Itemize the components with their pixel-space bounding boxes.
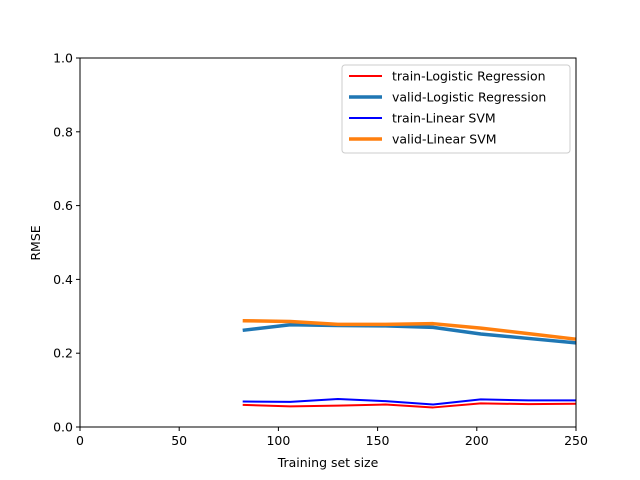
y-tick-label: 0.2 — [53, 346, 73, 361]
legend-label: train-Logistic Regression — [392, 69, 546, 84]
x-tick-label: 150 — [366, 433, 390, 448]
series-line-1 — [242, 323, 577, 345]
legend-box — [341, 64, 571, 154]
x-tick-label: 0 — [76, 433, 84, 448]
series-line-0 — [242, 402, 577, 409]
legend-label: valid-Logistic Regression — [392, 90, 546, 105]
series-line-2 — [242, 397, 576, 406]
y-axis: 0.0 0.2 0.4 0.6 0.8 1.0 — [53, 51, 80, 435]
x-tick-label: 100 — [266, 433, 290, 448]
series-layer — [242, 318, 577, 409]
legend-label: valid-Linear SVM — [392, 132, 497, 147]
y-tick-label: 0.6 — [53, 198, 73, 213]
x-tick-label: 50 — [171, 433, 187, 448]
legend-label: train-Linear SVM — [392, 111, 496, 126]
x-tick-label: 200 — [465, 433, 489, 448]
y-axis-label: RMSE — [28, 225, 43, 260]
y-tick-label: 0.0 — [53, 420, 73, 435]
x-axis-label: Training set size — [277, 455, 379, 470]
y-tick-label: 0.8 — [53, 124, 73, 139]
legend: train-Logistic Regression valid-Logistic … — [341, 64, 571, 154]
x-axis: 0 50 100 150 200 250 — [76, 427, 588, 448]
y-tick-label: 1.0 — [53, 51, 73, 66]
plot-frame — [79, 57, 577, 428]
series-line-3 — [242, 318, 577, 341]
y-tick-label: 0.4 — [53, 272, 73, 287]
x-tick-label: 250 — [564, 433, 588, 448]
